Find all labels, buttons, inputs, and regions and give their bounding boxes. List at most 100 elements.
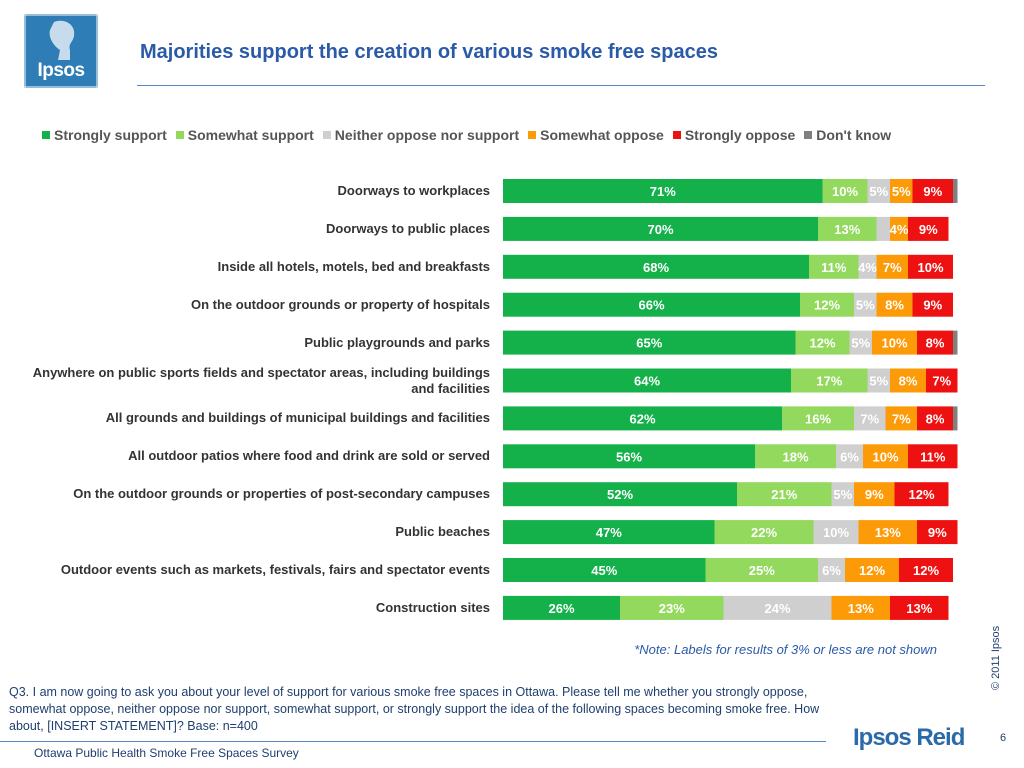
bar-data-label: 13% bbox=[906, 601, 932, 616]
bar-segment bbox=[755, 444, 836, 469]
bar-data-label: 9% bbox=[923, 298, 942, 313]
bar-data-label: 12% bbox=[809, 336, 835, 351]
bar-segment bbox=[813, 520, 859, 545]
legend-item: Don't know bbox=[804, 127, 891, 143]
bar-segment bbox=[818, 216, 877, 241]
bar-data-label: 9% bbox=[865, 487, 884, 502]
bar-segment bbox=[503, 558, 706, 582]
bar-segment bbox=[503, 482, 737, 507]
legend-item: Strongly oppose bbox=[672, 127, 796, 143]
bar-data-label: 10% bbox=[832, 184, 858, 199]
bar-data-label: 7% bbox=[892, 411, 911, 426]
bar-data-label: 62% bbox=[629, 411, 655, 426]
bar-segment bbox=[503, 254, 809, 279]
bar-segment bbox=[953, 179, 958, 203]
copyright-text: © 2011 Ipsos bbox=[990, 625, 1002, 690]
legend-swatch bbox=[804, 131, 813, 139]
bar-data-label: 7% bbox=[932, 374, 951, 389]
bar-segment bbox=[876, 254, 908, 279]
bar-data-label: 68% bbox=[643, 260, 669, 275]
bar-data-label: 17% bbox=[816, 374, 842, 389]
bar-segment bbox=[908, 444, 958, 469]
bar-segment bbox=[917, 330, 953, 355]
category-label: Doorways to workplaces bbox=[337, 183, 490, 198]
bar-data-label: 65% bbox=[636, 336, 662, 351]
bar-data-label: 8% bbox=[899, 374, 918, 389]
bar-data-label: 47% bbox=[596, 525, 622, 540]
bar-data-label: 11% bbox=[920, 449, 946, 464]
category-label: Anywhere on public sports fields and spe… bbox=[32, 364, 490, 396]
legend-item: Neither oppose nor support bbox=[322, 127, 520, 143]
legend-label: Somewhat oppose bbox=[540, 127, 664, 143]
bar-segment bbox=[818, 558, 845, 582]
category-label: Doorways to public places bbox=[326, 220, 490, 236]
bar-data-label: 5% bbox=[869, 374, 888, 389]
bar-data-label: 25% bbox=[749, 563, 775, 578]
bar-data-label: 26% bbox=[548, 601, 574, 616]
bar-data-label: 16% bbox=[805, 411, 831, 426]
bar-segment bbox=[917, 520, 958, 545]
bar-data-label: 12% bbox=[859, 563, 885, 578]
bar-data-label: 6% bbox=[822, 563, 841, 578]
bar-segment bbox=[917, 406, 953, 431]
bar-segment bbox=[705, 558, 818, 582]
bar-segment bbox=[908, 216, 949, 241]
bar-segment bbox=[737, 482, 832, 507]
bar-segment bbox=[899, 558, 953, 582]
bar-data-label: 56% bbox=[616, 449, 642, 464]
bar-data-label: 9% bbox=[928, 525, 947, 540]
bar-data-label: 5% bbox=[851, 336, 870, 351]
bar-segment bbox=[872, 330, 917, 355]
category-label: Inside all hotels, motels, bed and break… bbox=[217, 258, 490, 274]
bar-segment bbox=[503, 216, 818, 241]
bar-segment bbox=[858, 254, 877, 279]
bar-segment bbox=[503, 292, 800, 317]
bar-segment bbox=[854, 292, 877, 317]
bar-data-label: 10% bbox=[917, 260, 943, 275]
bar-segment bbox=[831, 595, 890, 620]
bar-segment bbox=[503, 406, 782, 431]
bar-segment bbox=[885, 406, 917, 431]
bar-data-label: 66% bbox=[638, 298, 664, 313]
category-label: Public playgrounds and parks bbox=[304, 334, 490, 350]
bar-data-label: 9% bbox=[919, 222, 938, 237]
bar-data-label: 18% bbox=[782, 449, 808, 464]
legend-label: Strongly oppose bbox=[684, 127, 796, 143]
bar-segment bbox=[809, 254, 859, 279]
bar-data-label: 24% bbox=[764, 601, 790, 616]
bar-segment bbox=[890, 179, 913, 203]
bar-segment bbox=[836, 444, 863, 469]
bar-segment bbox=[876, 292, 913, 317]
legend-swatch bbox=[42, 131, 50, 139]
category-label: Construction sites bbox=[375, 599, 490, 615]
legend-label: Neither oppose nor support bbox=[334, 127, 520, 143]
bar-segment bbox=[890, 595, 949, 620]
bar-data-label: 71% bbox=[650, 184, 676, 199]
bar-segment bbox=[854, 406, 886, 431]
bar-data-label: 4% bbox=[890, 222, 909, 237]
legend-label: Strongly support bbox=[54, 127, 167, 143]
bar-data-label: 10% bbox=[881, 336, 907, 351]
legend-swatch bbox=[175, 131, 184, 139]
footer-divider bbox=[0, 741, 826, 742]
bar-data-label: 5% bbox=[892, 184, 911, 199]
bar-segment bbox=[503, 520, 715, 545]
bar-data-label: 13% bbox=[834, 222, 860, 237]
bar-data-label: 9% bbox=[923, 184, 942, 199]
legend-swatch bbox=[528, 131, 537, 139]
bar-data-label: 5% bbox=[833, 487, 852, 502]
bar-segment bbox=[795, 330, 850, 355]
bar-segment bbox=[953, 330, 958, 355]
bar-segment bbox=[926, 368, 958, 393]
bar-segment bbox=[867, 179, 890, 203]
bar-segment bbox=[876, 216, 890, 241]
bar-segment bbox=[908, 254, 953, 279]
category-label: Public beaches bbox=[395, 524, 490, 540]
bar-data-label: 52% bbox=[607, 487, 633, 502]
bar-data-label: 7% bbox=[883, 260, 902, 275]
page-title: Majorities support the creation of vario… bbox=[140, 41, 718, 63]
category-label: All outdoor patios where food and drink … bbox=[128, 448, 490, 464]
bar-data-label: 6% bbox=[840, 449, 859, 464]
bar-segment bbox=[791, 368, 868, 393]
